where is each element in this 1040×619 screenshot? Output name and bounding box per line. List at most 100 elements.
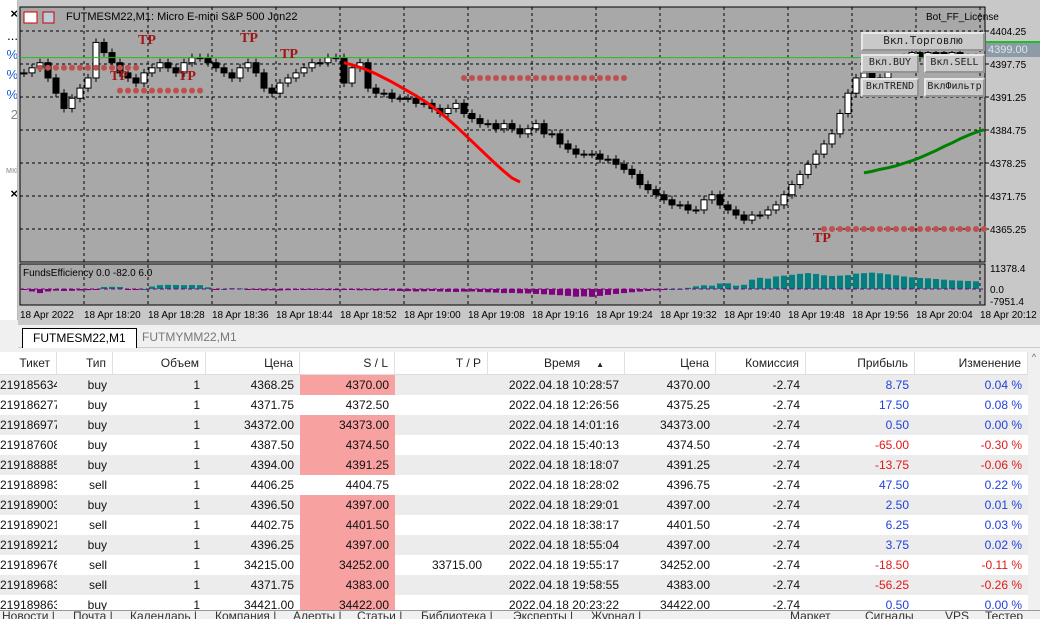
close-icon[interactable]: × bbox=[10, 186, 18, 201]
table-row[interactable]: 219188983 sell 1 4406.25 4404.75 2022.04.18 1… bbox=[0, 475, 1028, 495]
volume-cell: 1 bbox=[193, 598, 200, 612]
indicator-bar bbox=[429, 289, 435, 291]
column-header[interactable]: Цена bbox=[206, 352, 300, 374]
indicator-bar bbox=[101, 286, 107, 289]
indicator-bar bbox=[421, 289, 427, 292]
toolbox-tab[interactable]: Новости | bbox=[2, 610, 55, 619]
volume-cell: 1 bbox=[193, 438, 200, 452]
column-header[interactable]: Изменение bbox=[915, 352, 1028, 374]
panel-item[interactable]: 2 bbox=[10, 107, 18, 122]
panel-item[interactable]: % bbox=[6, 67, 18, 82]
chart-title: FUTMESM22,M1: Micro E-mini S&P 500 Jun22 bbox=[66, 11, 298, 23]
table-row[interactable]: 219188885 buy 1 4394.00 4391.25 2022.04.18 18… bbox=[0, 455, 1028, 475]
toolbox-link[interactable]: Тестер bbox=[985, 610, 1024, 619]
toolbox-link[interactable]: Сигналы bbox=[865, 610, 914, 619]
tp-level-dot bbox=[125, 64, 131, 71]
enable-filter-button[interactable]: ВклФильтр bbox=[924, 78, 985, 97]
toolbox-tab[interactable]: Эксперты | bbox=[513, 610, 574, 619]
indicator-bar bbox=[29, 289, 35, 292]
toolbox-tab[interactable]: Календарь | bbox=[130, 610, 198, 619]
table-row[interactable]: 219189676 sell 1 34215.00 34252.00 33715.00 20… bbox=[0, 555, 1028, 575]
tab-futmesm22[interactable]: FUTMESM22,M1 bbox=[22, 328, 137, 348]
table-row[interactable]: 219187608 buy 1 4387.50 4374.50 2022.04.18 15… bbox=[0, 435, 1028, 455]
column-header[interactable]: Объем bbox=[113, 352, 206, 374]
table-scrollbar[interactable]: ^ bbox=[1028, 352, 1040, 612]
indicator-tick-label: -7951.4 bbox=[990, 297, 1024, 308]
column-header[interactable]: S / L bbox=[300, 352, 395, 374]
toolbox-tab[interactable]: Компания | bbox=[215, 610, 277, 619]
ticket-cell: 219186977 bbox=[0, 418, 57, 432]
toolbox-tab[interactable]: Статьи | bbox=[357, 610, 403, 619]
table-row[interactable]: 219186977 buy 1 34372.00 34373.00 2022.04.18 … bbox=[0, 415, 1028, 435]
price-chart[interactable]: 4404.25 4397.75 4391.25 4384.75 4378.25 4371.… bbox=[18, 0, 1040, 325]
profit-cell: 17.50 bbox=[878, 398, 909, 412]
ticket-cell: 219189021 bbox=[0, 518, 57, 532]
toolbox-tab[interactable]: Библиотека | bbox=[421, 610, 493, 619]
tp-level-dot bbox=[37, 64, 43, 71]
candle-body bbox=[492, 123, 500, 130]
enable-sell-button[interactable]: Вкл.SELL bbox=[924, 54, 985, 73]
commission-cell: -2.74 bbox=[772, 378, 800, 392]
candle-body bbox=[324, 57, 332, 64]
panel-item[interactable]: % bbox=[6, 47, 18, 62]
candle-body bbox=[236, 67, 244, 79]
ticket-cell: 219189003 bbox=[0, 498, 57, 512]
indicator-bar bbox=[685, 287, 691, 289]
stop-loss-cell: 4397.00 bbox=[300, 495, 395, 515]
candle-body bbox=[124, 72, 132, 79]
price-tick-label: 4404.25 bbox=[990, 27, 1027, 38]
chart-canvas[interactable]: 4404.25 4397.75 4391.25 4384.75 4378.25 4371.… bbox=[18, 0, 1040, 325]
candle-body bbox=[364, 62, 372, 89]
table-row[interactable]: 219189003 buy 1 4396.50 4397.00 2022.04.18 18… bbox=[0, 495, 1028, 515]
type-cell: buy bbox=[87, 538, 107, 552]
indicator-bar bbox=[805, 273, 811, 289]
stop-loss-cell: 4391.25 bbox=[300, 455, 395, 475]
ticket-cell: 219189676 bbox=[0, 558, 57, 572]
candle-body bbox=[412, 97, 420, 104]
table-row[interactable]: 219189683 sell 1 4371.75 4383.00 2022.04.18 1… bbox=[0, 575, 1028, 595]
ticket-cell: 219189212 bbox=[0, 538, 57, 552]
candle-body bbox=[92, 41, 100, 79]
column-header[interactable]: Тип bbox=[57, 352, 113, 374]
change-cell: 0.03 % bbox=[984, 518, 1022, 532]
column-header[interactable]: Комиссия bbox=[716, 352, 806, 374]
tp-level-dot bbox=[133, 64, 139, 71]
moving-average-red bbox=[343, 61, 521, 184]
column-header[interactable]: Время ▲ bbox=[488, 352, 625, 374]
candle-body bbox=[292, 72, 300, 79]
column-header[interactable]: Цена bbox=[625, 352, 716, 374]
table-row[interactable]: 219189021 sell 1 4402.75 4401.50 2022.04.18 1… bbox=[0, 515, 1028, 535]
table-row[interactable]: 219189212 buy 1 4396.25 4397.00 2022.04.18 18… bbox=[0, 535, 1028, 555]
panel-tab[interactable]: мкі bbox=[5, 165, 18, 175]
indicator-bar bbox=[389, 289, 395, 291]
indicator-bar bbox=[621, 289, 627, 294]
toolbox-tab[interactable]: Алерты | bbox=[293, 610, 342, 619]
change-cell: 0.02 % bbox=[984, 538, 1022, 552]
indicator-bar bbox=[917, 277, 923, 289]
candle-body bbox=[180, 62, 188, 74]
candle-body bbox=[340, 57, 348, 84]
moving-average-green bbox=[863, 128, 985, 175]
column-header[interactable]: Тикет bbox=[0, 352, 57, 374]
table-row[interactable]: 219185634 buy 1 4368.25 4370.00 2022.04.18 10… bbox=[0, 375, 1028, 395]
toolbox-tab[interactable]: Журнал | bbox=[591, 610, 642, 619]
toolbox-link[interactable]: VPS bbox=[945, 610, 970, 619]
indicator-bar bbox=[197, 285, 203, 289]
column-header[interactable]: Прибыль bbox=[806, 352, 915, 374]
commission-cell: -2.74 bbox=[772, 458, 800, 472]
volume-cell: 1 bbox=[193, 538, 200, 552]
candle-body bbox=[572, 148, 580, 155]
enable-buy-button[interactable]: Вкл.BUY bbox=[861, 54, 919, 73]
toolbox-link[interactable]: Маркет bbox=[790, 610, 831, 619]
tp-level-dot bbox=[853, 226, 859, 232]
panel-item[interactable]: % bbox=[6, 87, 18, 102]
enable-trading-button[interactable]: Вкл.Торговлю bbox=[861, 32, 985, 51]
indicator-bar bbox=[869, 272, 875, 289]
column-header[interactable]: T / P bbox=[395, 352, 488, 374]
close-icon[interactable]: × bbox=[10, 6, 18, 21]
enable-trend-button[interactable]: ВклTREND bbox=[861, 78, 919, 97]
table-row[interactable]: 219186277 buy 1 4371.75 4372.50 2022.04.18 12… bbox=[0, 395, 1028, 415]
tab-futmymm22[interactable]: FUTMYMM22,M1 bbox=[142, 330, 237, 344]
panel-item[interactable]: ... bbox=[7, 28, 18, 43]
toolbox-tab[interactable]: Почта | bbox=[73, 610, 113, 619]
